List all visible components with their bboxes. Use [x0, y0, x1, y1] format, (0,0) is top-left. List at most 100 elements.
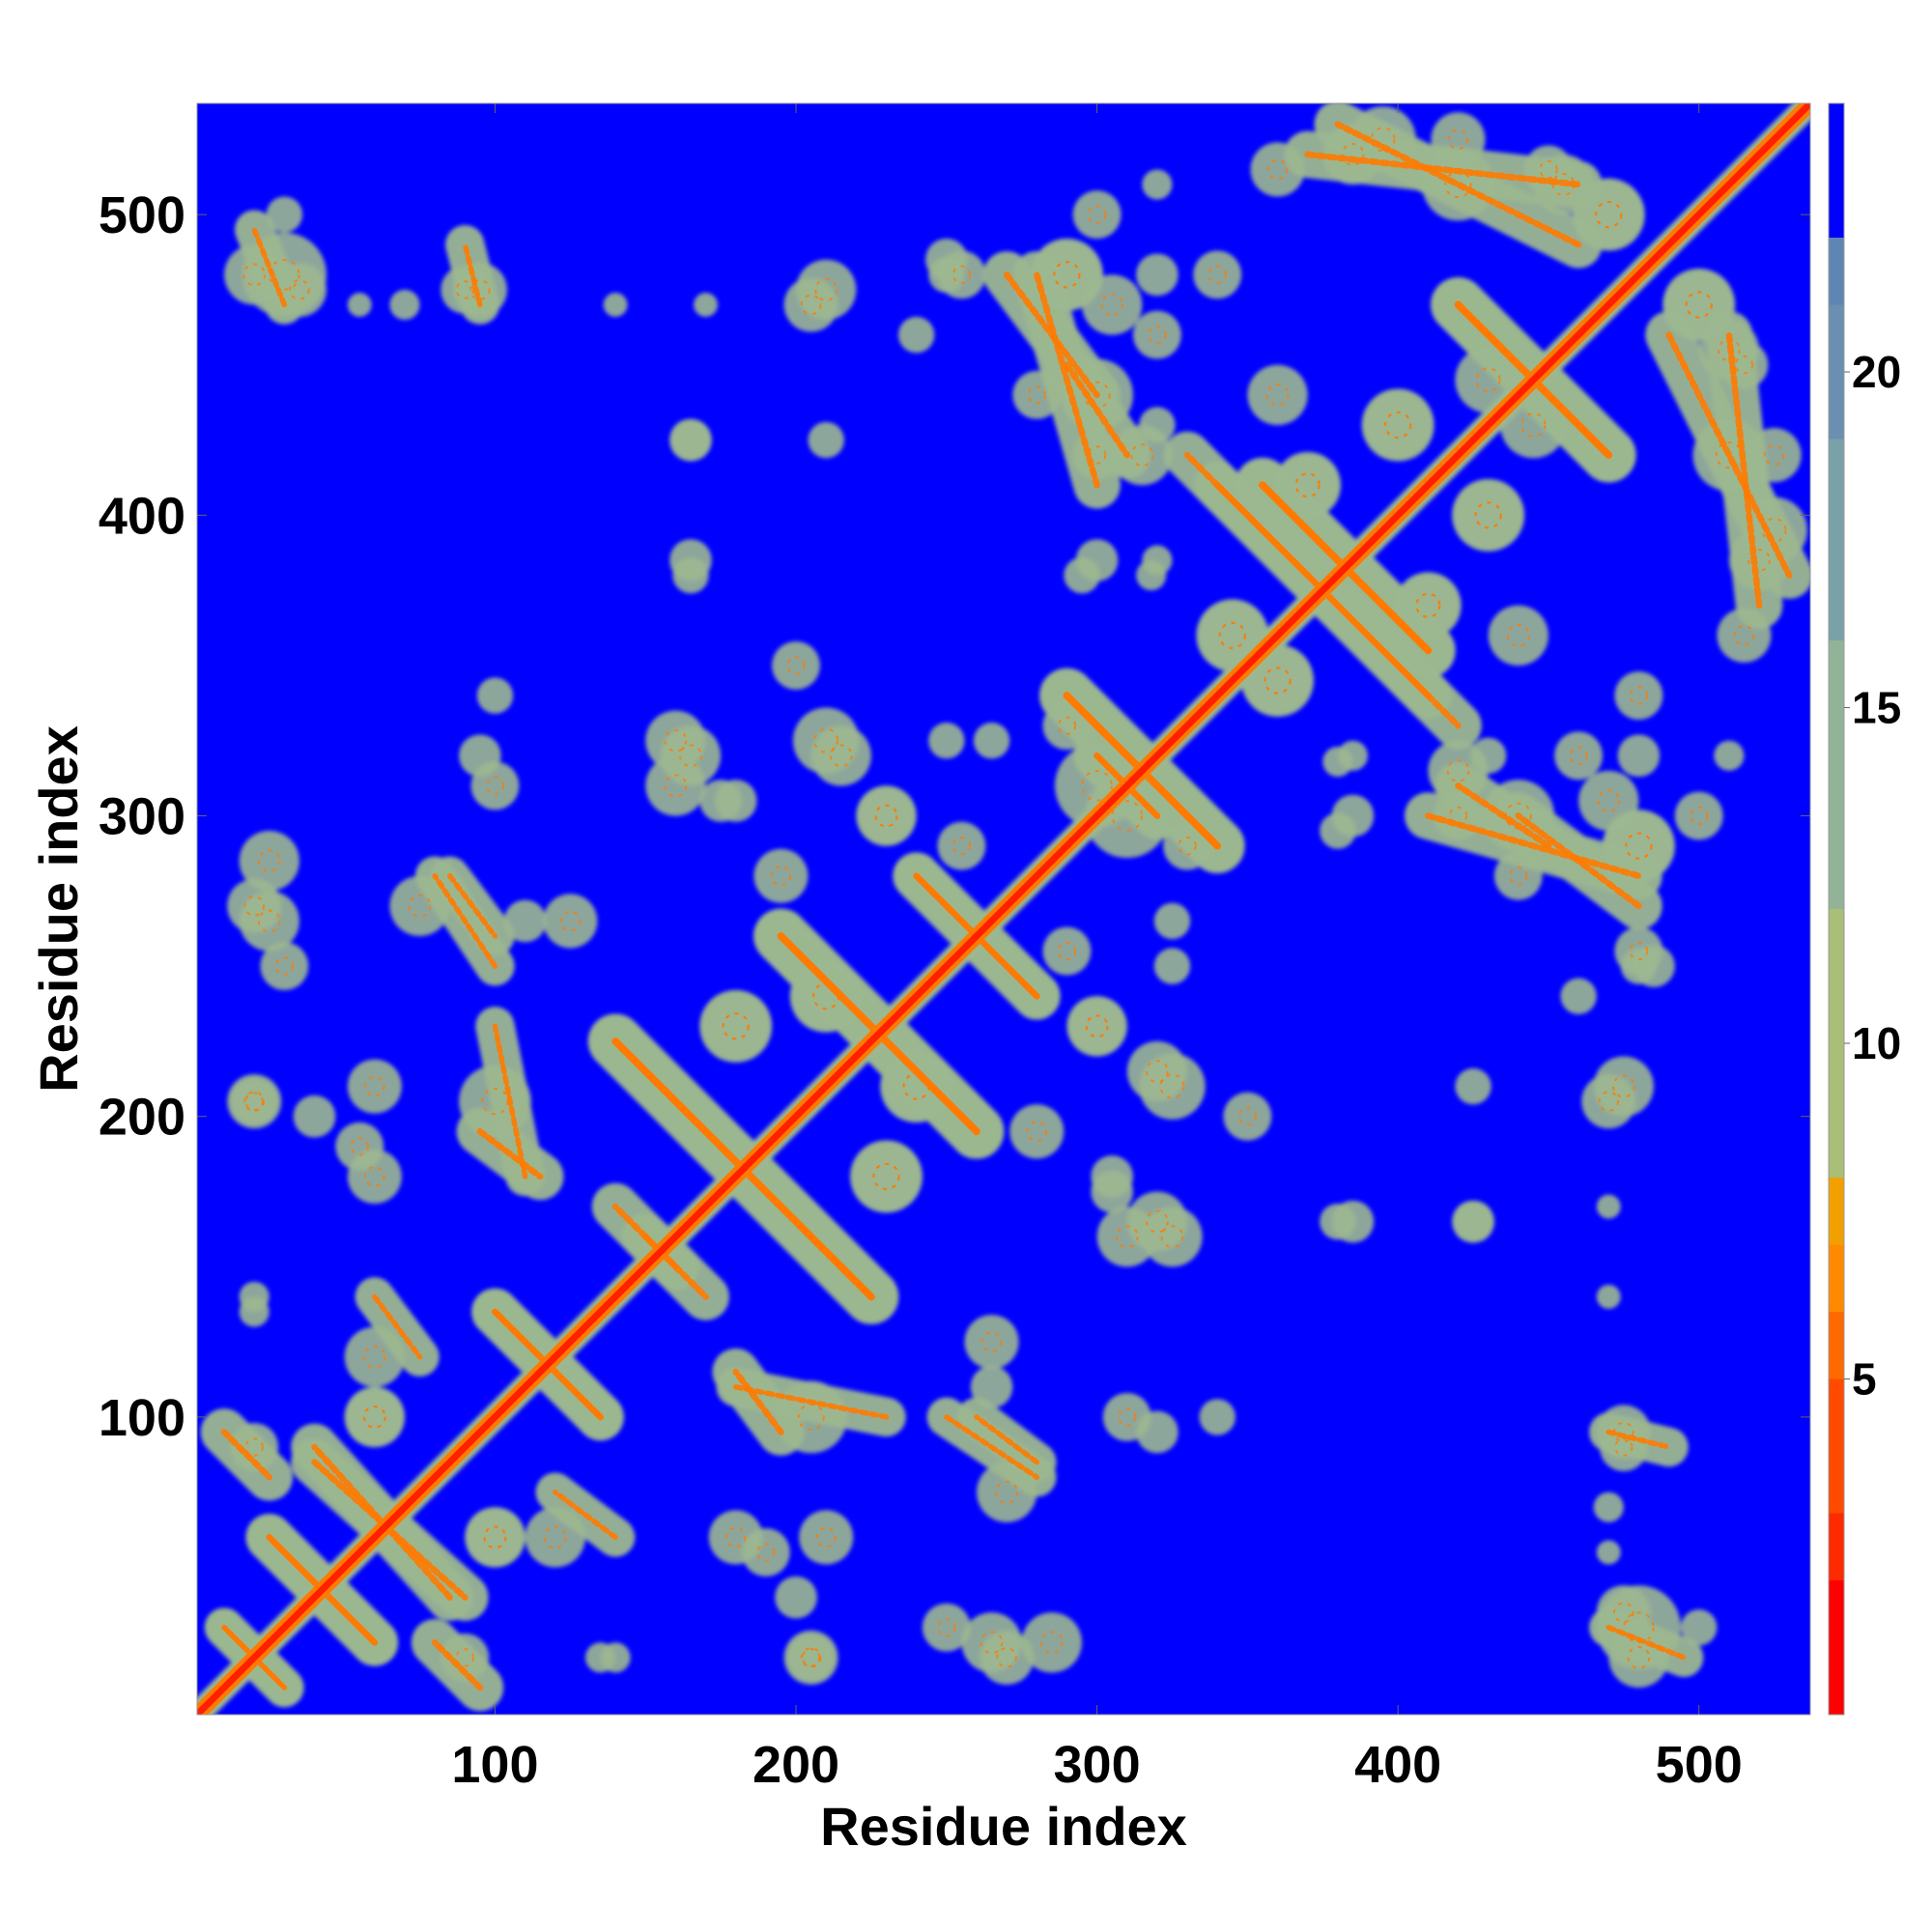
contact-blob-core: [1266, 158, 1289, 181]
contact-blob-core: [1551, 173, 1576, 196]
contact-blob: [470, 761, 520, 810]
contact-blob: [1102, 1392, 1151, 1441]
contact-blob-core: [800, 1647, 822, 1668]
contact-blob-core: [362, 1345, 386, 1369]
contact-blob-core: [724, 1526, 747, 1548]
contact-blob-core: [559, 910, 582, 932]
y-tick-label: 200: [99, 1089, 185, 1147]
contact-blob-core: [980, 1631, 1004, 1655]
contact-blob-core: [1294, 472, 1321, 498]
contact-blob-core: [1627, 1645, 1651, 1669]
plot-frame: [196, 102, 1811, 1716]
contact-blob: [922, 1603, 971, 1652]
contact-blob-core: [408, 894, 432, 918]
contact-blob: [600, 1642, 631, 1673]
contact-blob-core: [786, 656, 806, 675]
contact-blob: [1593, 1492, 1624, 1522]
contact-band-core: [1455, 782, 1552, 849]
contact-band-core: [431, 1639, 484, 1691]
contact-blob-core: [1689, 806, 1709, 826]
contact-band-core: [432, 873, 498, 969]
contact-blob: [775, 1576, 817, 1619]
contact-blob: [1247, 364, 1308, 426]
contact-blob: [603, 293, 628, 317]
x-tick-label: 300: [1054, 1736, 1141, 1794]
contact-blob-core: [1026, 1121, 1048, 1143]
x-tick-label: 100: [451, 1736, 538, 1794]
contact-blob: [880, 1050, 953, 1122]
contact-band-core: [553, 1489, 618, 1541]
contact-blob-core: [1039, 1631, 1064, 1655]
contact-blob-core: [812, 982, 840, 1010]
contact-blob: [1717, 608, 1772, 663]
contact-blob-core: [1715, 441, 1743, 469]
contact-blob-core: [800, 294, 822, 316]
contact-blob-core: [1057, 716, 1077, 735]
contact-band-core: [1304, 151, 1582, 188]
contact-blob: [928, 256, 965, 294]
contact-blob: [1075, 539, 1119, 582]
contact-blob-core: [1341, 142, 1365, 166]
contact-blob: [1620, 948, 1658, 984]
contact-blob: [897, 316, 935, 354]
x-tick-label: 200: [753, 1736, 839, 1794]
contact-band-core: [974, 1414, 1039, 1465]
colorbar-segment: [1829, 640, 1844, 909]
contact-blob: [465, 1507, 526, 1568]
contact-blob-core: [980, 1331, 1003, 1352]
contact-band-core: [476, 1128, 544, 1180]
contact-band-core: [1003, 271, 1100, 399]
contact-blob: [1596, 1284, 1621, 1309]
contact-blob-core: [1598, 1091, 1620, 1112]
contact-blob-core: [1053, 261, 1081, 289]
contact-blob: [645, 755, 706, 816]
contact-blob-core: [1625, 832, 1653, 860]
contact-blob: [699, 989, 773, 1063]
colorbar-segment: [1829, 1312, 1844, 1379]
colorbar-segment: [1829, 1513, 1844, 1580]
contact-blob: [796, 259, 857, 321]
contact-blob-core: [1520, 412, 1547, 438]
contact-blob: [783, 1630, 838, 1685]
contact-blob: [1361, 388, 1435, 462]
contact-blob-core: [1415, 592, 1441, 618]
contact-blob: [1488, 605, 1548, 666]
contact-blob: [239, 831, 299, 892]
contact-blob: [1142, 169, 1173, 200]
contact-blob-core: [1761, 517, 1787, 543]
contact-blob-core: [1083, 381, 1111, 409]
diagonal-line: [197, 103, 1810, 1715]
contact-blob: [699, 780, 742, 822]
contact-blob-core: [1100, 293, 1124, 317]
contact-blob: [1469, 737, 1507, 774]
contact-blob: [1136, 253, 1179, 297]
contact-blob: [230, 1423, 279, 1471]
contact-blob: [1662, 269, 1736, 341]
contact-blob-core: [1597, 789, 1621, 812]
colorbar-tick-label: 10: [1852, 1018, 1901, 1068]
contact-blob-core: [274, 956, 295, 976]
contact-blob: [440, 1633, 490, 1682]
contact-blob: [1223, 1092, 1272, 1141]
contact-blob: [1337, 740, 1368, 771]
contact-band-core: [944, 1414, 1039, 1480]
contact-blob-core: [722, 1012, 750, 1040]
colorbar-tick-label: 20: [1852, 347, 1901, 397]
colorbar-segment: [1829, 304, 1844, 440]
contact-blob: [1042, 926, 1092, 976]
contact-blob: [293, 1094, 336, 1138]
contact-blob-core: [350, 1137, 369, 1156]
contact-blob-core: [1370, 127, 1396, 153]
contact-band-core: [372, 1293, 423, 1360]
contact-blob: [973, 723, 1010, 759]
contact-band-core: [732, 1368, 784, 1435]
contact-blob-core: [1509, 867, 1528, 886]
colorbar: 5 10 15 20: [1828, 102, 1901, 1716]
contact-blob-core: [1611, 1074, 1635, 1098]
contact-blob: [753, 848, 809, 903]
contact-blob-core: [1613, 1602, 1634, 1624]
contact-blob: [1719, 340, 1769, 389]
contact-blob-core: [543, 1525, 567, 1549]
contact-blob: [976, 1462, 1037, 1522]
contact-blob: [344, 1386, 405, 1448]
